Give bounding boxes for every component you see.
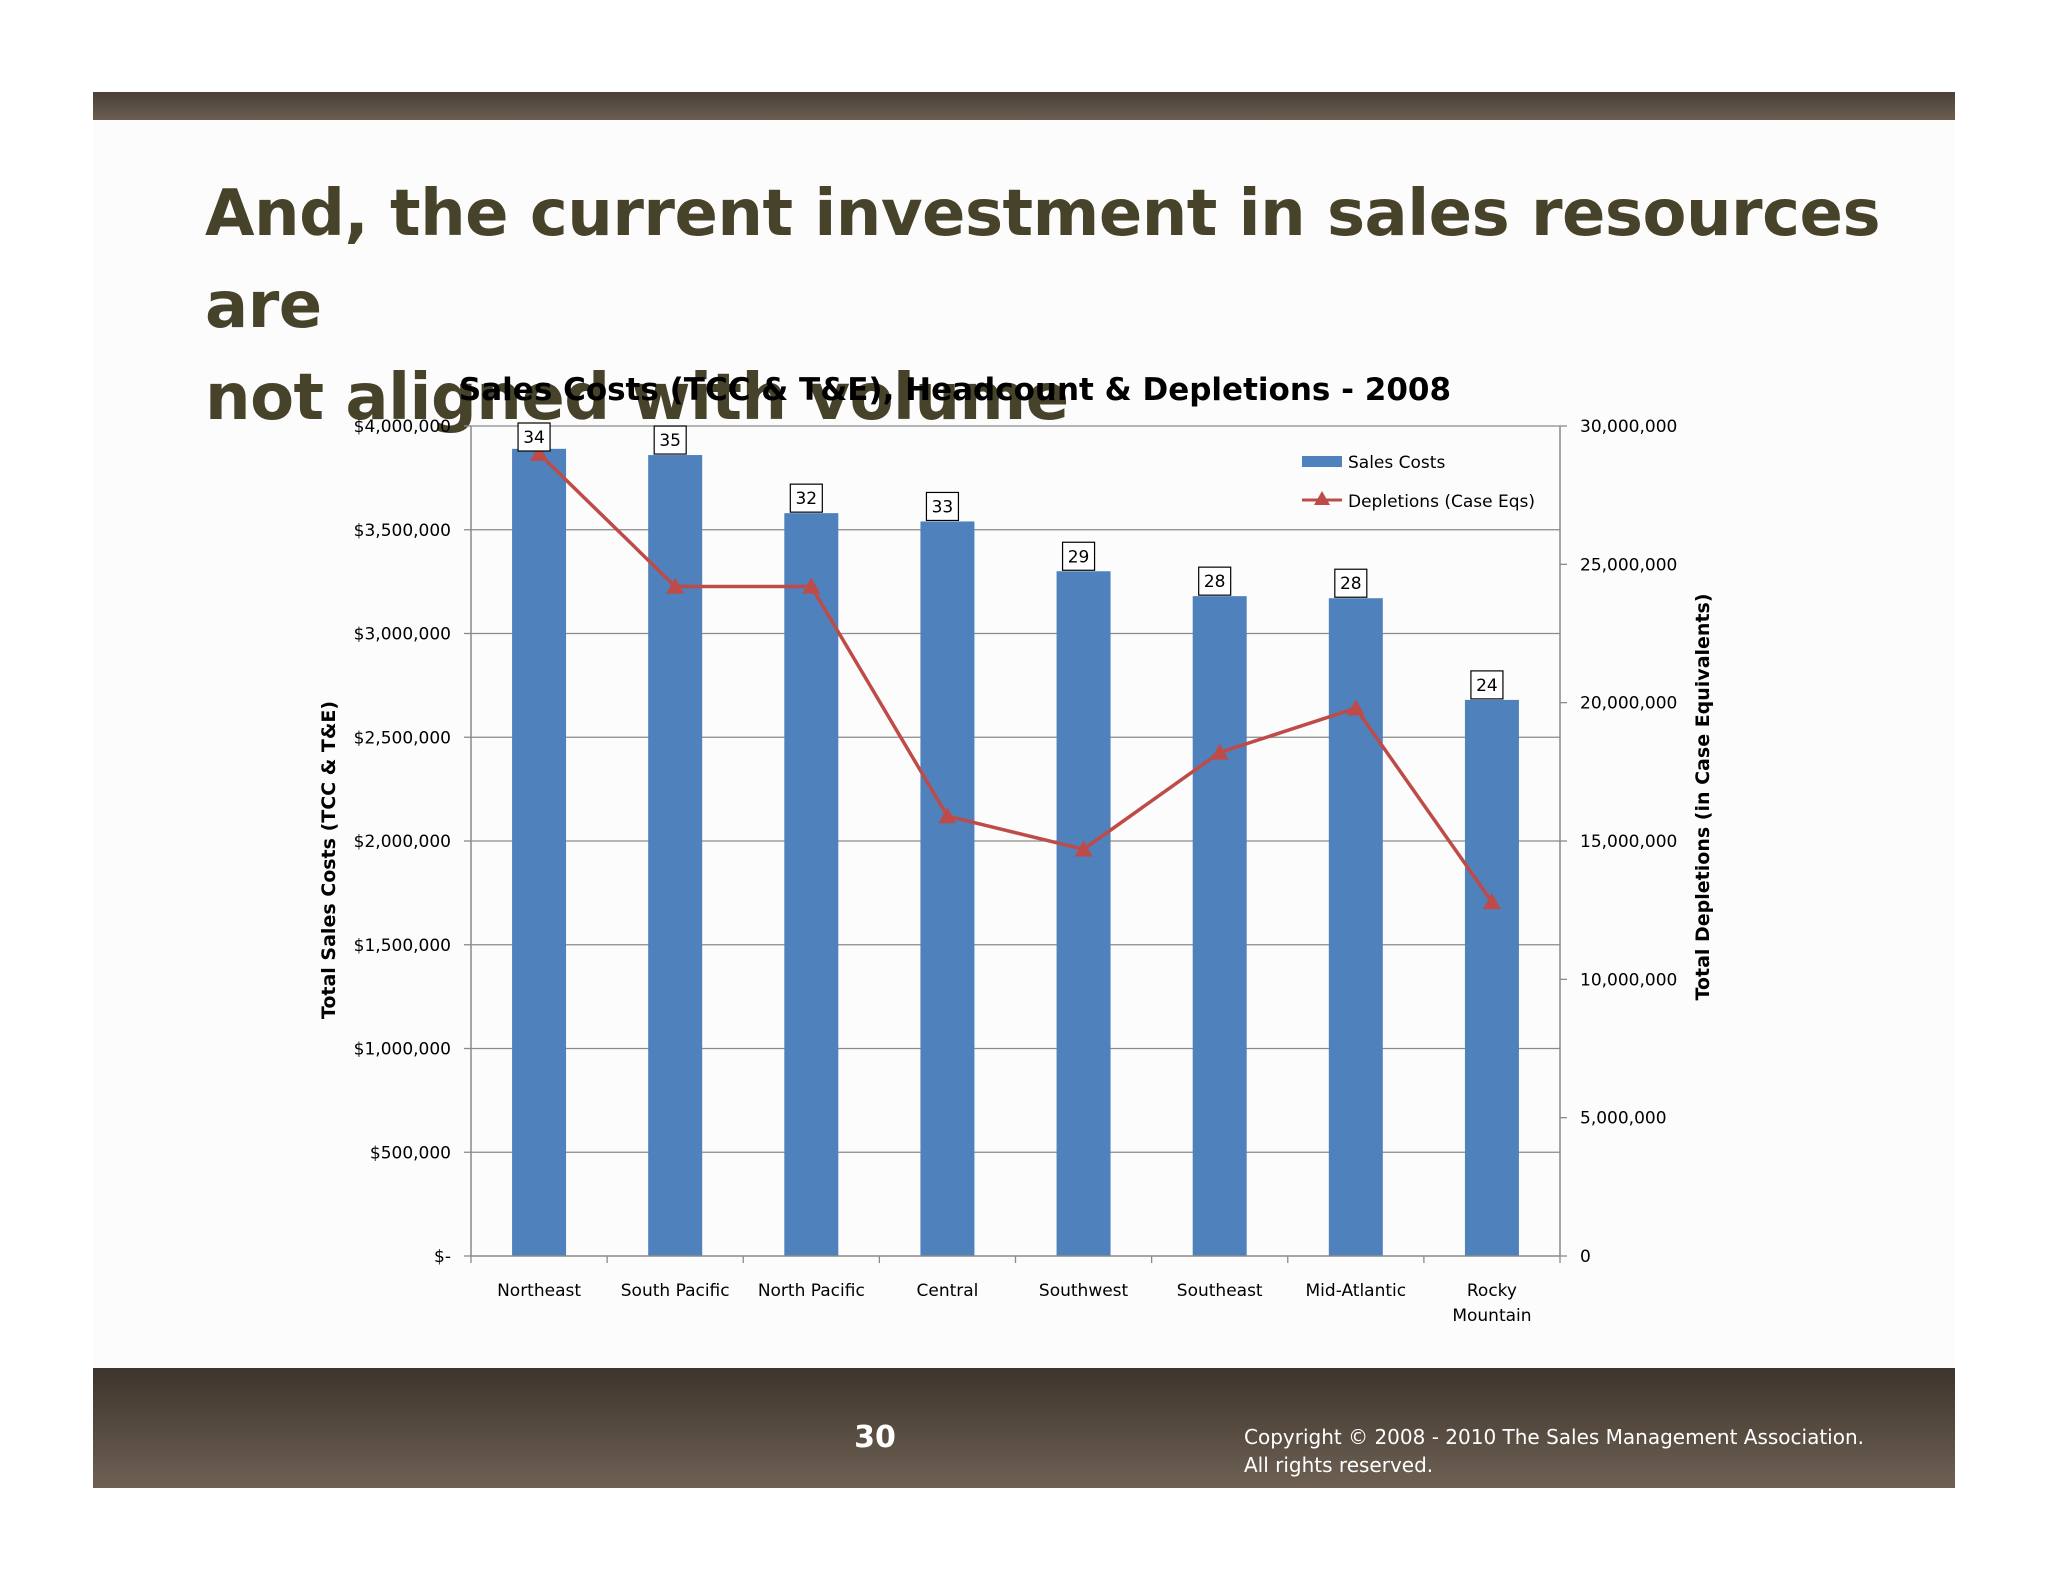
headcount-box (925, 491, 960, 522)
line-marker-triangle (666, 577, 685, 594)
headcount-box (1198, 566, 1232, 596)
y2-tick-label: 15,000,000 (1580, 832, 1677, 852)
headcount-label: 28 (1340, 574, 1362, 594)
x-category-label: Rocky (1467, 1281, 1517, 1301)
headcount-label: 28 (1204, 572, 1226, 592)
y2-tick-label: 0 (1580, 1247, 1591, 1267)
x-category-label: North Pacific (758, 1281, 865, 1301)
x-category-label: Southwest (1039, 1281, 1129, 1301)
line-marker-triangle (1482, 892, 1501, 910)
bar (1192, 596, 1247, 1256)
headcount-labels: 34 35 32 33 29 28 28 24 (517, 422, 1504, 700)
headcount-label: 33 (932, 497, 954, 517)
y-tick-label: $4,000,000 (354, 417, 451, 437)
headcount-label: 24 (1476, 676, 1498, 696)
line-marker-triangle (1074, 840, 1093, 857)
chart-title: Sales Costs (TCC & T&E), Headcount & Dep… (459, 372, 1451, 408)
headcount-box (653, 425, 687, 455)
bar (1328, 598, 1383, 1256)
line-marker-triangle (938, 807, 957, 824)
x-category-label: Central (916, 1281, 978, 1301)
bar (920, 521, 975, 1256)
headcount-label: 29 (1068, 547, 1090, 567)
y-tick-label: $2,000,000 (354, 832, 451, 852)
header-bar (93, 92, 1955, 120)
y-tick-label: $1,500,000 (354, 936, 451, 956)
line-series (530, 444, 1501, 910)
bar (784, 513, 839, 1256)
y2-tick-label: 10,000,000 (1580, 970, 1677, 990)
copyright-line-1: Copyright © 2008 - 2010 The Sales Manage… (1244, 1425, 1865, 1449)
y2-tick-label: 5,000,000 (1580, 1109, 1667, 1129)
x-category-label: Mountain (1452, 1306, 1531, 1326)
line-marker-triangle (802, 577, 821, 594)
legend-label: Depletions (Case Eqs) (1348, 492, 1535, 512)
legend: Sales Costs Depletions (Case Eqs) (1302, 453, 1535, 512)
y-tick-label: $- (434, 1247, 451, 1267)
headcount-box (1061, 541, 1096, 571)
legend-label: Sales Costs (1348, 453, 1445, 473)
gridlines (471, 425, 1560, 1153)
y2-tick-label: 20,000,000 (1580, 694, 1677, 714)
bar (1056, 571, 1111, 1256)
y2-axis-title: Total Depletions (in Case Equivalents) (1692, 593, 1714, 1000)
slide-title-line-1: And, the current investment in sales res… (205, 177, 1881, 343)
bar-series (512, 448, 1519, 1256)
x-category-label: Southeast (1177, 1281, 1263, 1301)
headcount-box (517, 422, 551, 452)
line-marker-triangle (530, 444, 549, 461)
copyright-line-2: All rights reserved. (1244, 1453, 1434, 1477)
bar (648, 455, 703, 1256)
x-category-label: South Pacific (621, 1281, 730, 1301)
headcount-box (789, 483, 823, 513)
line-marker-triangle (1346, 699, 1365, 716)
slide-title-line-2: not aligned with volume (205, 361, 1069, 435)
y-axis-title: Total Sales Costs (TCC & T&E) (318, 701, 340, 1019)
headcount-label: 35 (659, 431, 681, 451)
y-tick-label: $3,000,000 (354, 625, 451, 645)
line-marker-triangle (1210, 743, 1229, 760)
bar (512, 448, 567, 1256)
y2-tick-label: 30,000,000 (1580, 417, 1677, 437)
headcount-box (1470, 670, 1504, 700)
y-tick-label: $2,500,000 (354, 728, 451, 748)
axes: $- $500,000 $1,000,000 $1,500,000 $2,000,000… (354, 417, 1678, 1326)
copyright-notice: Copyright © 2008 - 2010 The Sales Manage… (1244, 1423, 1884, 1479)
x-category-label: Mid-Atlantic (1306, 1281, 1407, 1301)
y-tick-label: $3,500,000 (354, 521, 451, 541)
footer-bar (93, 1368, 1955, 1488)
legend-swatch-bar (1302, 456, 1342, 467)
y-tick-label: $1,000,000 (354, 1040, 451, 1060)
y-tick-label: $500,000 (370, 1143, 451, 1163)
y2-tick-label: 25,000,000 (1580, 555, 1677, 575)
slide-title: And, the current investment in sales res… (205, 168, 1905, 444)
depletions-line (537, 452, 1494, 903)
x-category-label: Northeast (497, 1281, 581, 1301)
legend-marker-triangle (1314, 491, 1330, 505)
headcount-label: 34 (523, 428, 545, 448)
page-number: 30 (854, 1420, 896, 1455)
headcount-label: 32 (795, 489, 817, 509)
bar (1464, 699, 1519, 1256)
headcount-box (1334, 568, 1368, 598)
